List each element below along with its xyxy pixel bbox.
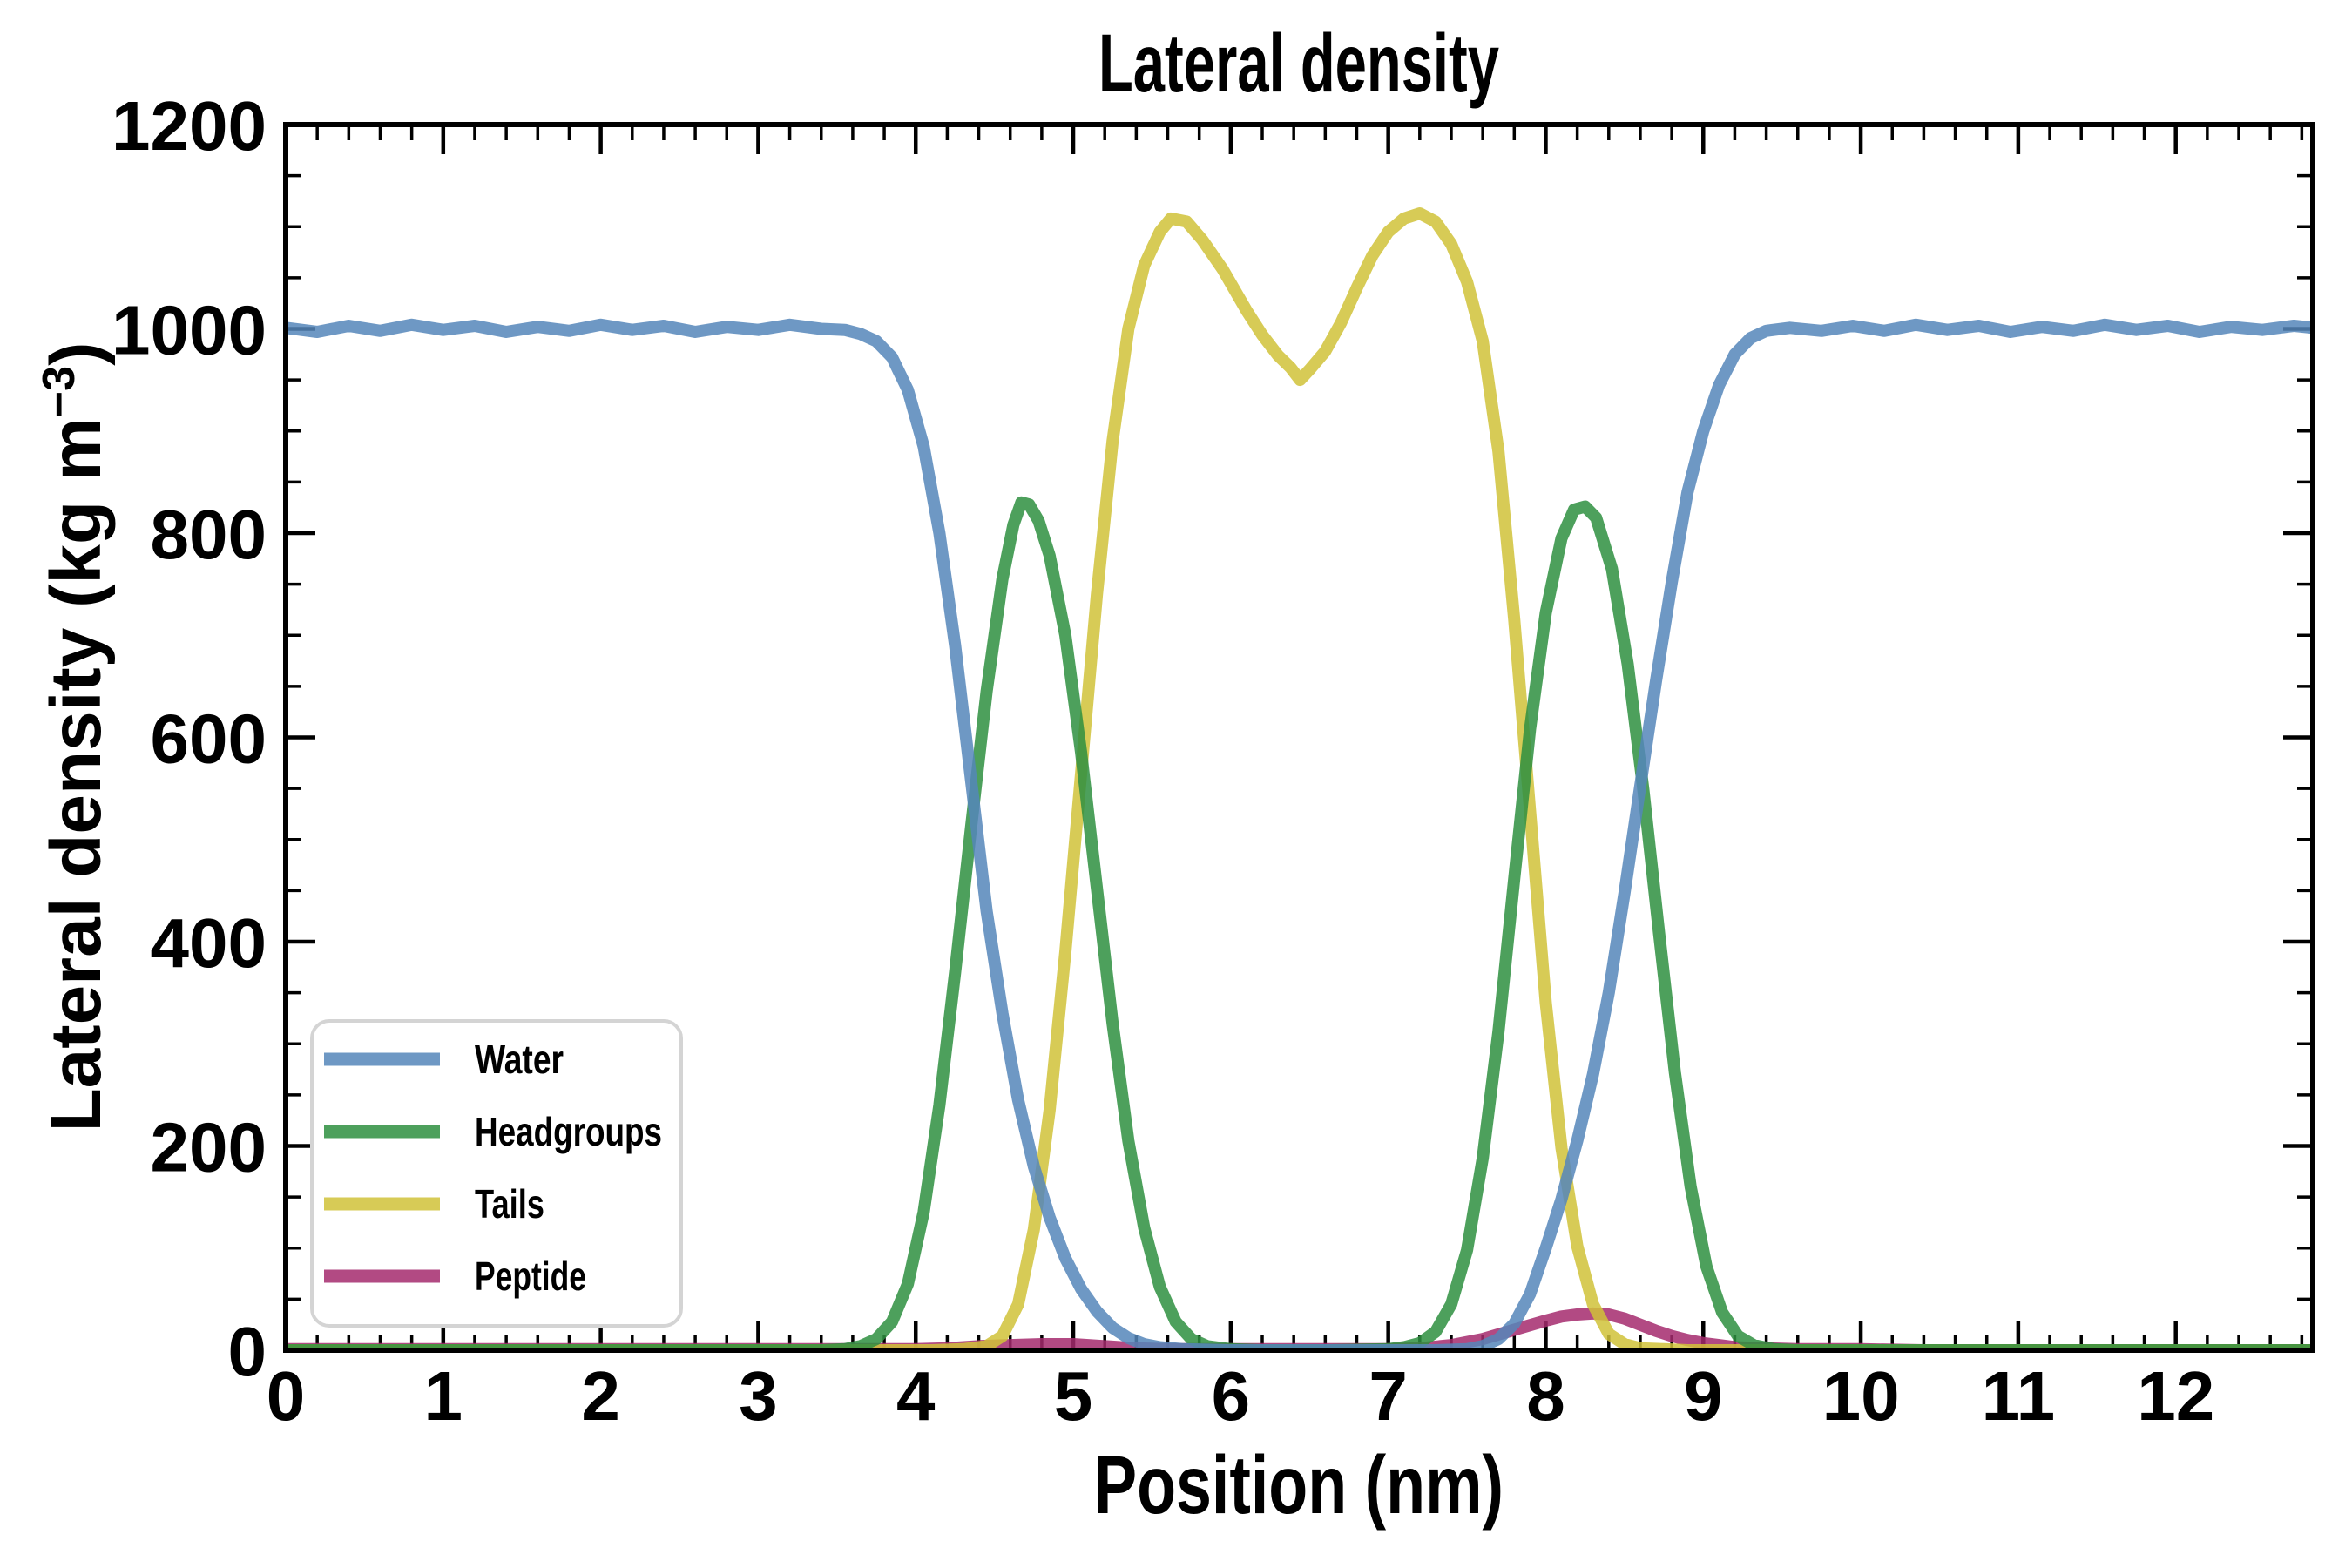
- y-tick-label: 0: [228, 1313, 267, 1390]
- x-axis-label: Position (nm): [1094, 1439, 1504, 1531]
- x-tick-label: 11: [1982, 1357, 2056, 1435]
- y-tick-label: 1000: [112, 292, 267, 369]
- legend-label-headgroups: Headgroups: [475, 1109, 662, 1154]
- y-tick-label: 800: [151, 496, 267, 573]
- y-axis-label-superscript: −3: [34, 366, 84, 417]
- y-tick-label: 400: [151, 904, 267, 982]
- y-tick-label: 200: [151, 1109, 267, 1186]
- x-tick-label: 4: [896, 1357, 936, 1435]
- legend-label-tails: Tails: [475, 1181, 544, 1227]
- legend-label-water: Water: [475, 1037, 564, 1082]
- x-tick-label: 1: [424, 1357, 463, 1435]
- y-axis-label-pre: Lateral density (kg m: [37, 417, 116, 1132]
- x-tick-label: 12: [2137, 1357, 2214, 1435]
- x-tick-label: 9: [1684, 1357, 1723, 1435]
- y-tick-label: 600: [151, 700, 267, 778]
- x-tick-label: 8: [1526, 1357, 1565, 1435]
- chart-title: Lateral density: [1098, 17, 1499, 110]
- legend: Water Headgroups Tails Peptide: [310, 1019, 683, 1328]
- x-tick-label: 5: [1054, 1357, 1093, 1435]
- y-axis-label: Lateral density (kg m−3): [34, 342, 116, 1132]
- x-tick-label: 0: [267, 1357, 306, 1435]
- x-tick-label: 7: [1369, 1357, 1408, 1435]
- x-tick-label: 3: [739, 1357, 778, 1435]
- series-line-headgroups: [286, 496, 2313, 1350]
- x-tick-label: 2: [581, 1357, 620, 1435]
- x-tick-label: 6: [1212, 1357, 1251, 1435]
- y-axis-label-post: ): [37, 342, 116, 366]
- x-tick-label: 10: [1822, 1357, 1900, 1435]
- series-line-water: [286, 318, 2313, 1350]
- legend-box: [310, 1019, 683, 1328]
- plot-frame: [283, 122, 2315, 1353]
- legend-label-peptide: Peptide: [475, 1254, 586, 1299]
- y-tick-label: 1200: [112, 87, 267, 165]
